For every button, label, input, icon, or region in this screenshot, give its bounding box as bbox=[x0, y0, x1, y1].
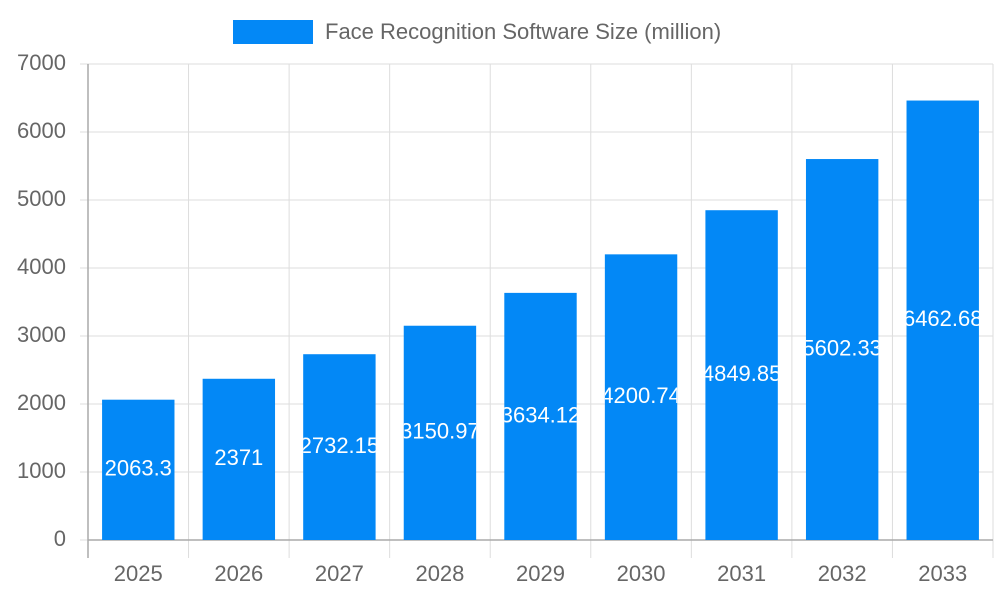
legend-swatch bbox=[233, 20, 313, 44]
legend-label: Face Recognition Software Size (million) bbox=[325, 19, 721, 44]
y-tick-label: 2000 bbox=[17, 390, 66, 415]
data-label: 2371 bbox=[214, 445, 263, 470]
bar bbox=[102, 399, 175, 540]
x-tick-label: 2025 bbox=[114, 561, 163, 586]
data-label: 4200.74 bbox=[601, 383, 681, 408]
x-tick-label: 2026 bbox=[214, 561, 263, 586]
x-tick-label: 2028 bbox=[415, 561, 464, 586]
bar bbox=[805, 159, 879, 540]
bar bbox=[604, 254, 678, 541]
x-tick-label: 2031 bbox=[717, 561, 766, 586]
data-label: 5602.33 bbox=[802, 335, 882, 360]
x-tick-label: 2029 bbox=[516, 561, 565, 586]
data-label: 2063.3 bbox=[105, 456, 172, 481]
data-label: 6462.68 bbox=[903, 306, 983, 331]
x-tick-label: 2027 bbox=[315, 561, 364, 586]
y-tick-label: 6000 bbox=[17, 118, 66, 143]
y-tick-label: 1000 bbox=[17, 458, 66, 483]
y-tick-label: 4000 bbox=[17, 254, 66, 279]
data-label: 4849.85 bbox=[702, 361, 782, 386]
x-tick-label: 2032 bbox=[818, 561, 867, 586]
y-tick-label: 7000 bbox=[17, 50, 66, 75]
bar bbox=[202, 378, 276, 540]
data-label: 2732.15 bbox=[300, 433, 380, 458]
y-tick-label: 3000 bbox=[17, 322, 66, 347]
x-tick-label: 2033 bbox=[918, 561, 967, 586]
data-label: 3150.97 bbox=[400, 419, 480, 444]
bar bbox=[403, 325, 477, 540]
y-tick-label: 5000 bbox=[17, 186, 66, 211]
y-tick-label: 0 bbox=[54, 526, 66, 551]
bar bbox=[705, 210, 778, 540]
bar bbox=[906, 100, 979, 541]
bar bbox=[504, 292, 577, 540]
x-tick-label: 2030 bbox=[617, 561, 666, 586]
data-label: 3634.12 bbox=[501, 402, 581, 427]
bar bbox=[303, 354, 376, 540]
